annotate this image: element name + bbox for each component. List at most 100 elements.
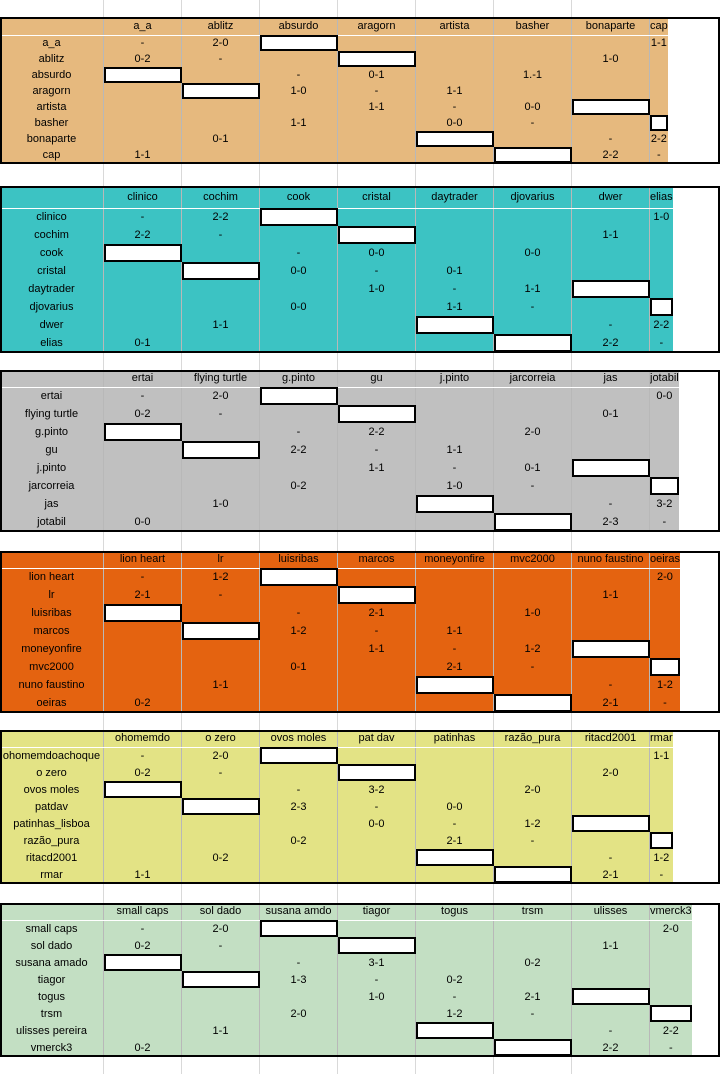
empty-cell — [571, 658, 650, 676]
row-label: g.pinto — [0, 423, 104, 441]
empty-cell — [571, 713, 649, 730]
empty-cell — [571, 622, 650, 640]
empty-cell — [259, 1039, 338, 1056]
blank-cell — [337, 405, 416, 423]
blank-cell — [259, 35, 338, 51]
empty-cell — [648, 954, 692, 971]
blank-cell — [415, 849, 494, 866]
empty-cell — [181, 694, 260, 712]
empty-cell — [571, 298, 650, 316]
blank-cell — [648, 832, 673, 849]
match-table: clinico cochim cook cristal daytrader djovari… — [0, 186, 673, 352]
empty-cell — [415, 51, 494, 67]
empty-cell — [415, 387, 494, 405]
empty-cell — [337, 747, 416, 764]
score-cell: - — [648, 694, 680, 712]
empty-cell — [571, 353, 649, 370]
empty-cell — [571, 262, 650, 280]
score-cell: - — [571, 131, 650, 147]
empty-cell — [337, 164, 416, 186]
empty-cell — [571, 1005, 650, 1022]
empty-cell — [493, 676, 572, 694]
empty-cell — [337, 0, 416, 17]
row-label: ulisses pereira — [0, 1022, 104, 1039]
blank-cell — [103, 604, 182, 622]
empty-cell — [259, 495, 338, 513]
empty-cell — [181, 513, 260, 531]
empty-cell — [493, 622, 572, 640]
empty-cell — [0, 0, 104, 17]
row-label: ritacd2001 — [0, 849, 104, 866]
score-cell: - — [337, 622, 416, 640]
empty-cell — [259, 164, 338, 186]
empty-cell — [181, 604, 260, 622]
empty-cell — [415, 0, 494, 17]
match-table: lion heart lr luisribas marcos moneyonfire mv… — [0, 551, 680, 712]
score-cell: 1-0 — [337, 280, 416, 298]
score-cell: 1-0 — [493, 604, 572, 622]
empty-cell — [571, 568, 650, 586]
empty-cell — [103, 262, 182, 280]
empty-cell — [648, 459, 679, 477]
empty-cell — [181, 713, 260, 730]
score-cell: 0-2 — [103, 405, 182, 423]
score-cell: - — [337, 83, 416, 99]
row-label: luisribas — [0, 604, 104, 622]
blank-cell — [259, 387, 338, 405]
row-label: o zero — [0, 764, 104, 781]
row-label: razão_pura — [0, 832, 104, 849]
empty-cell — [0, 713, 104, 730]
empty-cell — [259, 815, 338, 832]
row-label: ohomemdoachoque — [0, 747, 104, 764]
empty-cell — [493, 262, 572, 280]
empty-cell — [337, 131, 416, 147]
empty-cell — [103, 1005, 182, 1022]
empty-cell — [415, 334, 494, 352]
empty-cell — [415, 937, 494, 954]
score-cell: - — [337, 441, 416, 459]
empty-cell — [648, 622, 680, 640]
score-cell: 0-0 — [337, 244, 416, 262]
row-label: ablitz — [0, 51, 104, 67]
score-cell: 0-2 — [103, 51, 182, 67]
empty-cell — [259, 764, 338, 781]
score-cell: 2-1 — [103, 586, 182, 604]
empty-cell — [181, 1039, 260, 1056]
column-header: ritacd2001 — [571, 730, 650, 747]
column-header: djovarius — [493, 186, 572, 208]
empty-cell — [493, 353, 572, 370]
empty-cell — [337, 832, 416, 849]
blank-cell — [337, 586, 416, 604]
empty-cell — [337, 298, 416, 316]
empty-cell — [337, 920, 416, 937]
empty-cell — [415, 713, 494, 730]
empty-cell — [493, 131, 572, 147]
empty-cell — [103, 280, 182, 298]
empty-cell — [259, 988, 338, 1005]
empty-cell — [571, 832, 650, 849]
row-label: patinhas_lisboa — [0, 815, 104, 832]
column-header: bonaparte — [571, 17, 650, 35]
empty-cell — [103, 353, 182, 370]
blank-cell — [103, 954, 182, 971]
score-cell: 0-1 — [259, 658, 338, 676]
score-cell: 1-1 — [337, 99, 416, 115]
row-label: mvc2000 — [0, 658, 104, 676]
score-cell: 1-1 — [415, 622, 494, 640]
score-cell: - — [103, 35, 182, 51]
score-cell: - — [493, 477, 572, 495]
score-cell: - — [103, 208, 182, 226]
blank-cell — [415, 1022, 494, 1039]
empty-cell — [259, 51, 338, 67]
empty-cell — [493, 226, 572, 244]
empty-cell — [181, 115, 260, 131]
empty-cell — [493, 920, 572, 937]
score-cell: - — [181, 405, 260, 423]
column-header: nuno faustino — [571, 551, 650, 568]
empty-cell — [337, 676, 416, 694]
empty-cell — [493, 1022, 572, 1039]
score-cell: 1-0 — [648, 208, 673, 226]
column-header: cochim — [181, 186, 260, 208]
score-cell: 0-2 — [259, 832, 338, 849]
empty-cell — [337, 334, 416, 352]
